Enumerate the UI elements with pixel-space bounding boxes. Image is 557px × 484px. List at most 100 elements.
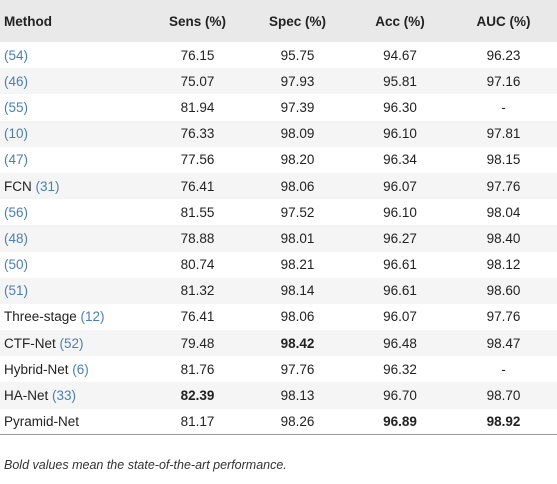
table-row: FCN (31) 76.41 98.06 96.07 97.76 — [0, 172, 557, 200]
table-row: Hybrid-Net (6) 81.76 97.76 96.32 - — [0, 356, 557, 382]
method-cell: (48) — [0, 225, 150, 251]
method-cell: Three-stage (12) — [0, 304, 150, 330]
auc-cell: 98.47 — [486, 335, 521, 351]
sens-cell: 79.48 — [180, 335, 215, 351]
auc-cell: 96.23 — [486, 47, 521, 63]
method-cell: Hybrid-Net (6) — [0, 356, 150, 382]
table-row: (10) 76.33 98.09 96.10 97.81 — [0, 120, 557, 147]
reference-link[interactable]: (54) — [4, 47, 29, 63]
reference-link[interactable]: (48) — [4, 230, 29, 246]
sens-cell: 81.55 — [180, 204, 215, 220]
method-cell: FCN (31) — [0, 173, 150, 199]
spec-cell: 98.20 — [280, 152, 315, 168]
reference-link[interactable]: (12) — [80, 309, 105, 325]
method-cell: (47) — [0, 147, 150, 173]
reference-link[interactable]: (52) — [59, 335, 84, 351]
table-row: CTF-Net (52) 79.48 98.42 96.48 98.47 — [0, 330, 557, 357]
spec-cell: 98.13 — [280, 388, 315, 404]
sens-cell: 81.76 — [180, 361, 215, 377]
reference-link[interactable]: (56) — [4, 204, 29, 220]
reference-link[interactable]: (50) — [4, 257, 29, 273]
spec-cell: 97.39 — [280, 99, 315, 115]
method-name: Pyramid-Net — [4, 413, 80, 429]
sens-cell-best: 82.39 — [180, 388, 215, 404]
reference-link[interactable]: (6) — [72, 361, 89, 377]
sens-cell: 76.33 — [180, 126, 215, 142]
method-name: HA-Net — [4, 388, 53, 404]
acc-cell: 96.61 — [383, 283, 417, 299]
method-cell: (10) — [0, 121, 150, 147]
table-row: (47) 77.56 98.20 96.34 98.15 — [0, 147, 557, 173]
acc-cell: 96.48 — [383, 335, 417, 351]
auc-cell: 98.15 — [486, 152, 521, 168]
method-name: Three-stage — [4, 309, 81, 325]
spec-cell: 98.06 — [280, 178, 315, 194]
header-row: Method Sens (%) Spec (%) Acc (%) AUC (%) — [0, 0, 557, 42]
header-spec: Spec (%) — [268, 13, 326, 29]
table-footnote: Bold values mean the state-of-the-art pe… — [4, 458, 287, 472]
table-row: Three-stage (12) 76.41 98.06 96.07 97.76 — [0, 304, 557, 330]
spec-cell: 98.09 — [280, 126, 315, 142]
reference-link[interactable]: (10) — [4, 126, 29, 142]
auc-cell: 97.76 — [486, 309, 521, 325]
table-row: (55) 81.94 97.39 96.30 - — [0, 94, 557, 120]
reference-link[interactable]: (33) — [52, 388, 77, 404]
auc-cell: 97.76 — [486, 178, 521, 194]
sens-cell: 75.07 — [180, 73, 215, 89]
sens-cell: 76.41 — [180, 178, 215, 194]
spec-cell: 98.06 — [280, 309, 315, 325]
acc-cell: 96.07 — [383, 309, 417, 325]
table-row: (56) 81.55 97.52 96.10 98.04 — [0, 199, 557, 225]
method-cell: (51) — [0, 278, 150, 304]
acc-cell: 96.61 — [383, 257, 417, 273]
acc-cell: 96.30 — [383, 99, 417, 115]
sens-cell: 76.41 — [180, 309, 215, 325]
method-name: Hybrid-Net — [4, 361, 73, 377]
auc-cell: - — [501, 99, 506, 115]
auc-cell: 98.70 — [486, 388, 521, 404]
reference-link[interactable]: (55) — [4, 99, 29, 115]
table-row: Pyramid-Net 81.17 98.26 96.89 98.92 — [0, 408, 557, 436]
spec-cell: 97.52 — [280, 204, 315, 220]
method-cell: Pyramid-Net — [0, 408, 150, 436]
auc-cell: - — [501, 361, 506, 377]
sens-cell: 81.17 — [150, 408, 245, 436]
method-name: CTF-Net — [4, 335, 60, 351]
reference-link[interactable]: (31) — [35, 178, 60, 194]
table-row: (51) 81.32 98.14 96.61 98.60 — [0, 277, 557, 304]
method-cell: HA-Net (33) — [0, 382, 150, 408]
auc-cell: 97.16 — [486, 73, 521, 89]
spec-cell: 95.75 — [280, 47, 315, 63]
table-row: (46) 75.07 97.93 95.81 97.16 — [0, 68, 557, 95]
spec-cell: 98.21 — [280, 257, 315, 273]
acc-cell: 96.10 — [383, 126, 417, 142]
acc-cell: 96.70 — [383, 388, 417, 404]
acc-cell: 96.34 — [383, 152, 417, 168]
acc-cell: 96.27 — [383, 230, 417, 246]
auc-cell: 98.12 — [486, 257, 521, 273]
method-name: FCN — [4, 178, 36, 194]
table-header: Method Sens (%) Spec (%) Acc (%) AUC (%) — [0, 0, 557, 42]
header-sens: Sens (%) — [168, 13, 226, 29]
method-cell: (55) — [0, 94, 150, 120]
auc-cell: 98.40 — [486, 230, 521, 246]
acc-cell: 96.07 — [383, 178, 417, 194]
sens-cell: 80.74 — [180, 257, 215, 273]
sens-cell: 81.94 — [180, 99, 215, 115]
method-cell: (54) — [0, 42, 150, 68]
sens-cell: 77.56 — [180, 152, 215, 168]
header-method: Method — [4, 13, 52, 29]
acc-cell-best: 96.89 — [350, 408, 450, 436]
acc-cell: 94.67 — [383, 47, 417, 63]
method-cell: (56) — [0, 199, 150, 225]
acc-cell: 96.10 — [383, 204, 417, 220]
spec-cell: 97.76 — [280, 361, 315, 377]
auc-cell-best: 98.92 — [450, 408, 557, 436]
spec-cell: 98.01 — [280, 230, 315, 246]
reference-link[interactable]: (51) — [4, 283, 29, 299]
table-row: HA-Net (33) 82.39 98.13 96.70 98.70 — [0, 382, 557, 409]
reference-link[interactable]: (46) — [4, 73, 29, 89]
reference-link[interactable]: (47) — [4, 152, 29, 168]
header-auc: AUC (%) — [476, 13, 531, 29]
spec-cell-best: 98.42 — [280, 335, 315, 351]
